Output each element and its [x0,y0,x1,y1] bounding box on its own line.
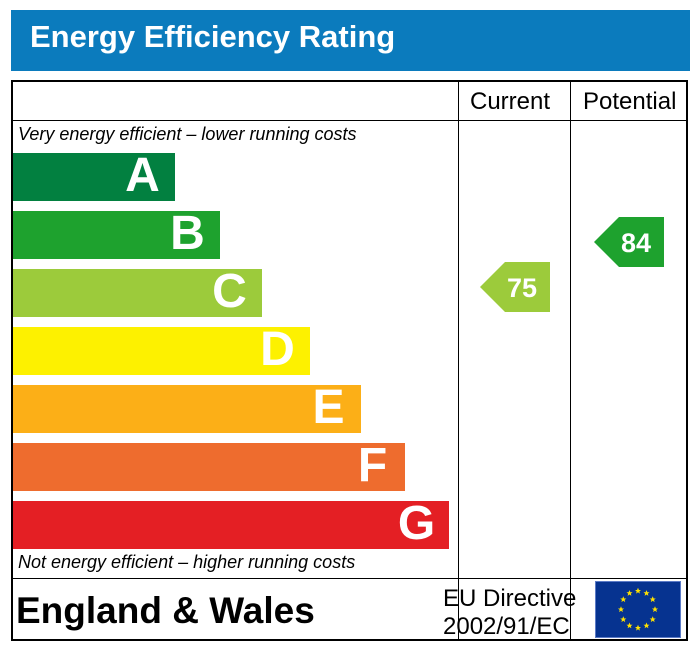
svg-text:84: 84 [621,228,651,258]
svg-text:75: 75 [507,273,537,303]
